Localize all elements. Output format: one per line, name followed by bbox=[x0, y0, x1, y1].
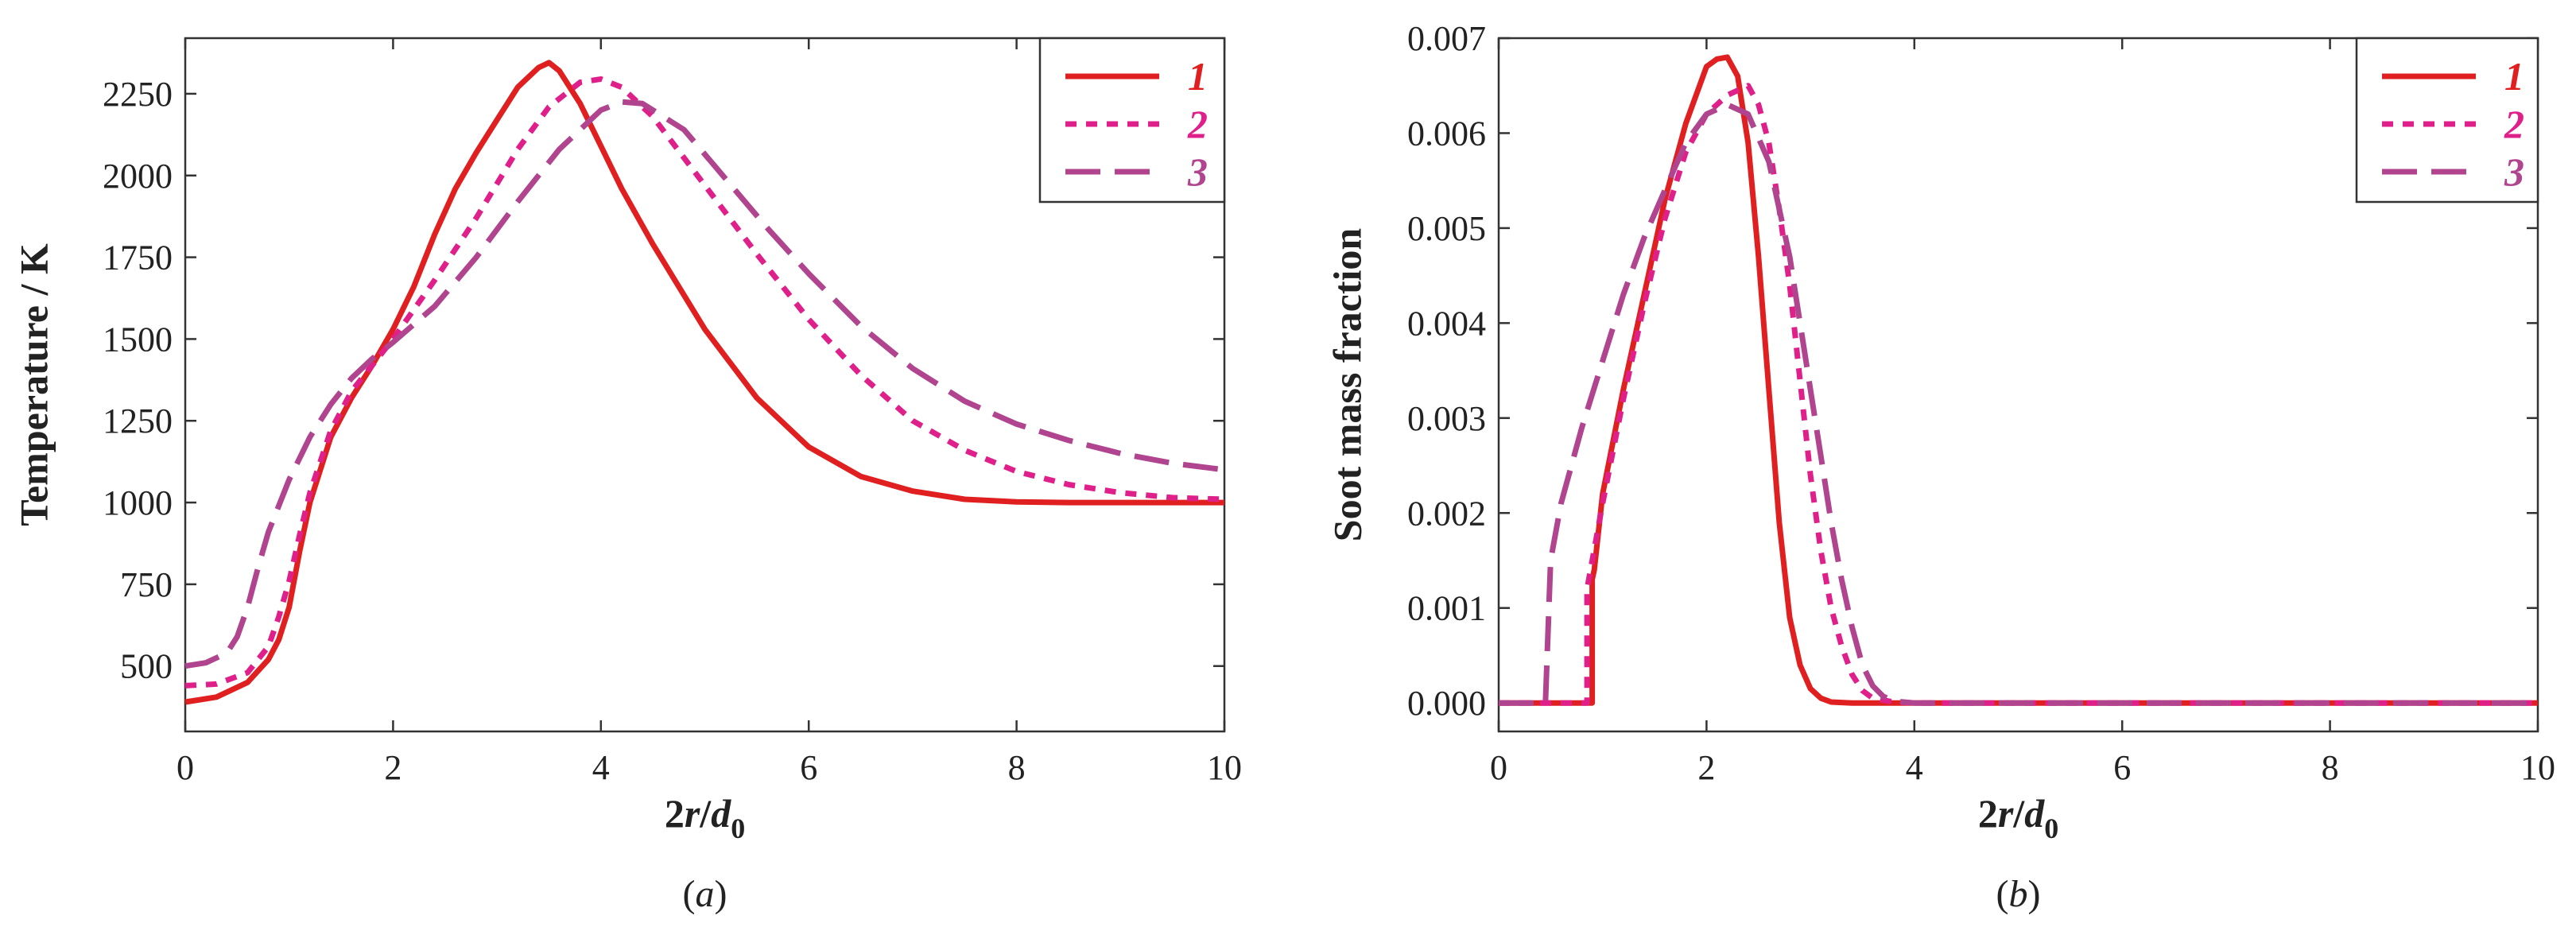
y-axis-label: Soot mass fraction bbox=[1325, 228, 1369, 542]
x-axis-label: 2r/d0 bbox=[1978, 791, 2058, 844]
y-tick-label: 0.005 bbox=[1407, 209, 1486, 248]
y-tick-label: 1250 bbox=[103, 401, 173, 440]
y-tick-label: 0.003 bbox=[1407, 399, 1486, 438]
x-axis-label: 2r/d0 bbox=[665, 791, 745, 844]
y-tick-label: 1000 bbox=[103, 483, 173, 522]
y-tick-label: 1500 bbox=[103, 320, 173, 359]
legend-label-2: 2 bbox=[1187, 102, 1208, 146]
y-tick-label: 1750 bbox=[103, 239, 173, 277]
y-axis-label: Temperature / K bbox=[11, 243, 56, 526]
plot-frame bbox=[1497, 37, 2539, 733]
y-tick-label: 2000 bbox=[103, 157, 173, 196]
x-tick-label: 0 bbox=[1490, 748, 1507, 787]
x-tick-label: 4 bbox=[1906, 748, 1923, 787]
legend-box bbox=[1038, 37, 1226, 204]
legend-box bbox=[2355, 37, 2539, 204]
y-tick-label: 2250 bbox=[103, 75, 173, 114]
x-tick-label: 2 bbox=[384, 748, 402, 787]
x-tick-label: 2 bbox=[1697, 748, 1715, 787]
x-tick-label: 4 bbox=[592, 748, 610, 787]
y-tick-label: 750 bbox=[120, 565, 173, 604]
legend-label-2: 2 bbox=[2504, 102, 2524, 146]
y-tick-label: 0.000 bbox=[1407, 684, 1486, 723]
panel-label: (a) bbox=[683, 873, 727, 915]
y-tick-label: 0.001 bbox=[1407, 589, 1486, 628]
x-tick-label: 8 bbox=[1008, 748, 1026, 787]
series-line-1 bbox=[184, 60, 1224, 705]
x-tick-label: 0 bbox=[177, 748, 194, 787]
y-tick-label: 0.006 bbox=[1407, 114, 1486, 153]
panel-b-soot-chart: 0 2 4 6 8 10 0.000 0.001 0.002 0.003 0.004 0.005 0.0… bbox=[1325, 19, 2555, 915]
x-tick-label: 10 bbox=[1207, 748, 1242, 787]
x-tick-label: 8 bbox=[2322, 748, 2339, 787]
legend-label-3: 3 bbox=[2504, 149, 2524, 194]
y-tick-label: 0.007 bbox=[1407, 19, 1486, 58]
x-tick-label: 10 bbox=[2520, 748, 2555, 787]
y-tick-label: 0.004 bbox=[1407, 304, 1486, 343]
y-tick-label: 0.002 bbox=[1407, 494, 1486, 533]
legend: 123 bbox=[1038, 37, 1226, 204]
legend-label-3: 3 bbox=[1187, 149, 1208, 194]
plot-frame bbox=[184, 37, 1226, 733]
y-tick-label: 500 bbox=[120, 647, 173, 686]
x-tick-label: 6 bbox=[800, 748, 817, 787]
panel-label: (b) bbox=[1996, 873, 2041, 915]
series-line-2 bbox=[184, 76, 1225, 689]
legend: 123 bbox=[2355, 37, 2539, 204]
x-tick-label: 6 bbox=[2113, 748, 2131, 787]
legend-label-1: 1 bbox=[2504, 54, 2524, 99]
series-line-3 bbox=[1499, 102, 2538, 706]
series-line-3 bbox=[184, 99, 1225, 669]
legend-label-1: 1 bbox=[1188, 54, 1208, 99]
